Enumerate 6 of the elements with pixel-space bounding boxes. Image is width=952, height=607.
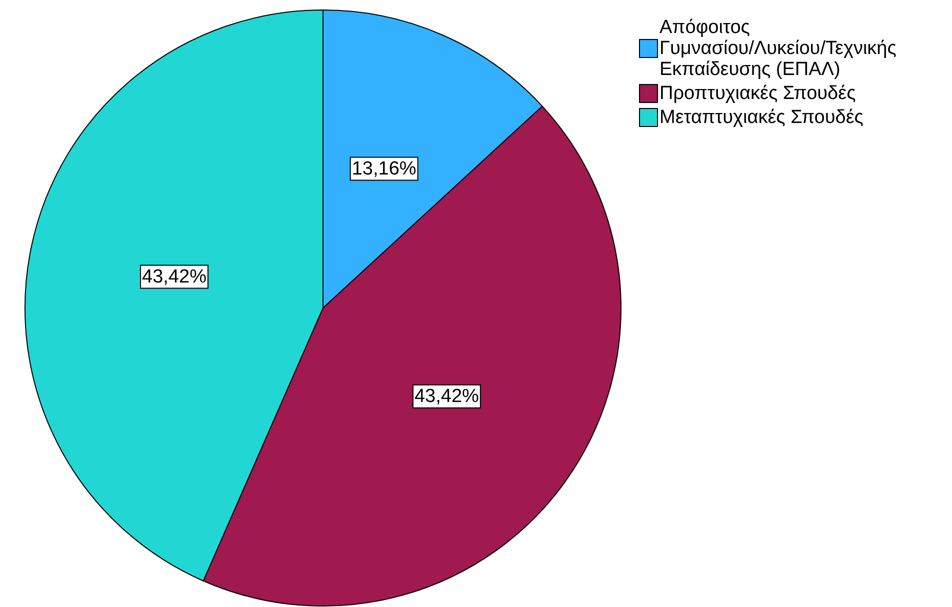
legend-label: Απόφοιτος Γυμνασίου/Λυκείου/Τεχνικής Εκπαίδευσης (ΕΠΑΛ) xyxy=(660,17,896,80)
data-label: 43,42% xyxy=(142,266,207,288)
data-label: 13,16% xyxy=(352,158,416,180)
legend-label: Προπτυχιακές Σπουδές xyxy=(660,83,856,104)
data-label: 43,42% xyxy=(414,386,480,407)
legend-label: Μεταπτυχιακές Σπουδές xyxy=(660,107,864,128)
